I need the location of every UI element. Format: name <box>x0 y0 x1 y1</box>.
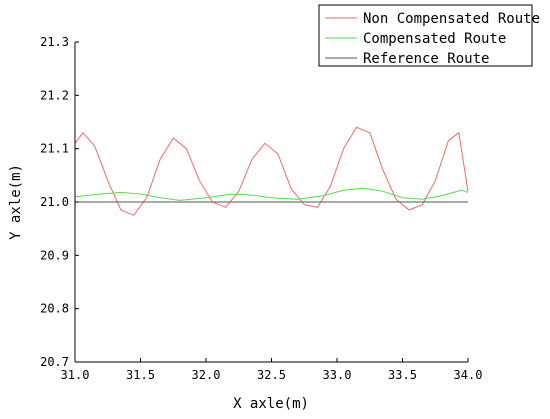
series-layer <box>74 126 469 216</box>
y-tick-label: 20.7 <box>40 355 69 369</box>
x-tick-label: 33.5 <box>388 368 417 382</box>
x-tick-label: 34.0 <box>454 368 483 382</box>
legend-label: Compensated Route <box>363 31 506 47</box>
legend-label: Reference Route <box>363 51 489 67</box>
non-compensated-route-line <box>74 126 469 216</box>
legend-label: Non Compensated Route <box>363 11 540 27</box>
x-tick-label: 32.0 <box>192 368 221 382</box>
y-tick-label: 21.0 <box>40 195 69 209</box>
x-tick-label: 31.5 <box>126 368 155 382</box>
y-tick-label: 21.1 <box>40 142 69 156</box>
y-tick-label: 21.2 <box>40 88 69 102</box>
y-tick-label: 20.8 <box>40 302 69 316</box>
y-tick-label: 20.9 <box>40 248 69 262</box>
x-tick-label: 31.0 <box>61 368 90 382</box>
x-tick-label: 32.5 <box>257 368 286 382</box>
tick-labels: 31.0 31.5 32.0 32.5 33.0 33.5 34.0 20.7 20.8 20.9… <box>40 35 482 382</box>
compensated-route-line <box>74 187 469 201</box>
x-axis-title: X axle(m) <box>233 396 309 412</box>
y-tick-label: 21.3 <box>40 35 69 49</box>
x-tick-label: 33.0 <box>323 368 352 382</box>
y-axis-title: Y axle(m) <box>8 164 24 240</box>
legend: Non Compensated Route Compensated Route Re… <box>318 4 540 67</box>
legend-box <box>318 4 533 67</box>
